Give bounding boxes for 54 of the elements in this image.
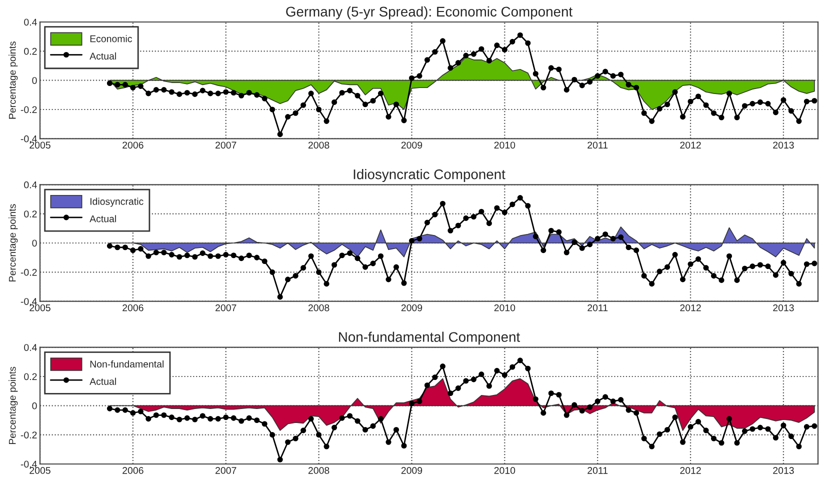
y-tick-label: -0.4	[20, 298, 37, 305]
x-tick-label: 2009	[401, 304, 422, 312]
x-tick-label: 2012	[680, 142, 701, 149]
x-tick-label: 2009	[401, 142, 422, 149]
x-tick-label: 2005	[30, 142, 50, 149]
chart-title: Germany (5-yr Spread): Economic Component	[286, 6, 572, 20]
legend-label: Actual	[90, 378, 116, 385]
y-tick-label: 0.4	[24, 181, 37, 188]
y-tick-label: -0.4	[20, 460, 37, 468]
x-tick-label: 2008	[308, 142, 330, 149]
x-tick-label: 2012	[680, 467, 701, 474]
legend-label: Actual	[90, 215, 116, 222]
y-tick-label: 0.2	[24, 48, 37, 55]
x-tick-label: 2007	[216, 142, 236, 149]
y-tick-label: 0.2	[24, 210, 37, 218]
y-axis-title: Percentage points	[8, 204, 18, 282]
y-tick-label: 0.4	[24, 344, 37, 351]
x-tick-label: 2009	[401, 467, 422, 474]
legend-label: Economic	[90, 35, 132, 42]
x-tick-label: 2006	[122, 467, 144, 474]
y-tick-label: -0.4	[20, 135, 37, 142]
legend-label: Idiosyncratic	[90, 198, 144, 207]
x-tick-label: 2012	[680, 304, 701, 312]
y-tick-label: 0.4	[24, 18, 37, 26]
x-tick-label: 2005	[30, 304, 50, 312]
y-tick-label: -0.2	[20, 106, 37, 114]
x-tick-label: 2010	[494, 467, 516, 474]
x-tick-label: 2007	[216, 467, 236, 474]
x-tick-label: 2010	[494, 142, 516, 149]
x-tick-label: 2008	[308, 304, 330, 312]
x-tick-label: 2013	[773, 467, 794, 474]
y-tick-label: 0	[32, 402, 37, 410]
y-tick-label: 0	[32, 240, 37, 247]
y-tick-label: 0.2	[24, 373, 37, 380]
x-tick-label: 2007	[216, 304, 236, 312]
y-axis-title: Percentage points	[8, 366, 18, 444]
y-tick-label: -0.2	[20, 432, 37, 438]
x-tick-label: 2010	[494, 304, 516, 312]
chart-title: Non-fundamental Component	[339, 332, 520, 345]
x-tick-label: 2006	[122, 142, 144, 149]
chart-title: Idiosyncratic Component	[354, 169, 506, 182]
legend-label: Actual	[90, 52, 116, 60]
x-tick-label: 2005	[30, 467, 50, 474]
y-tick-label: -0.2	[20, 268, 37, 276]
x-tick-label: 2013	[773, 304, 794, 312]
x-tick-label: 2008	[308, 467, 330, 474]
x-tick-label: 2013	[773, 142, 794, 149]
y-tick-label: 0	[32, 77, 37, 84]
x-tick-label: 2006	[122, 304, 144, 312]
x-tick-label: 2011	[588, 142, 608, 149]
x-tick-label: 2011	[588, 467, 608, 474]
x-tick-label: 2011	[588, 304, 608, 312]
y-axis-title: Percentage points	[8, 41, 18, 119]
legend-label: Non-fundamental	[90, 360, 164, 368]
